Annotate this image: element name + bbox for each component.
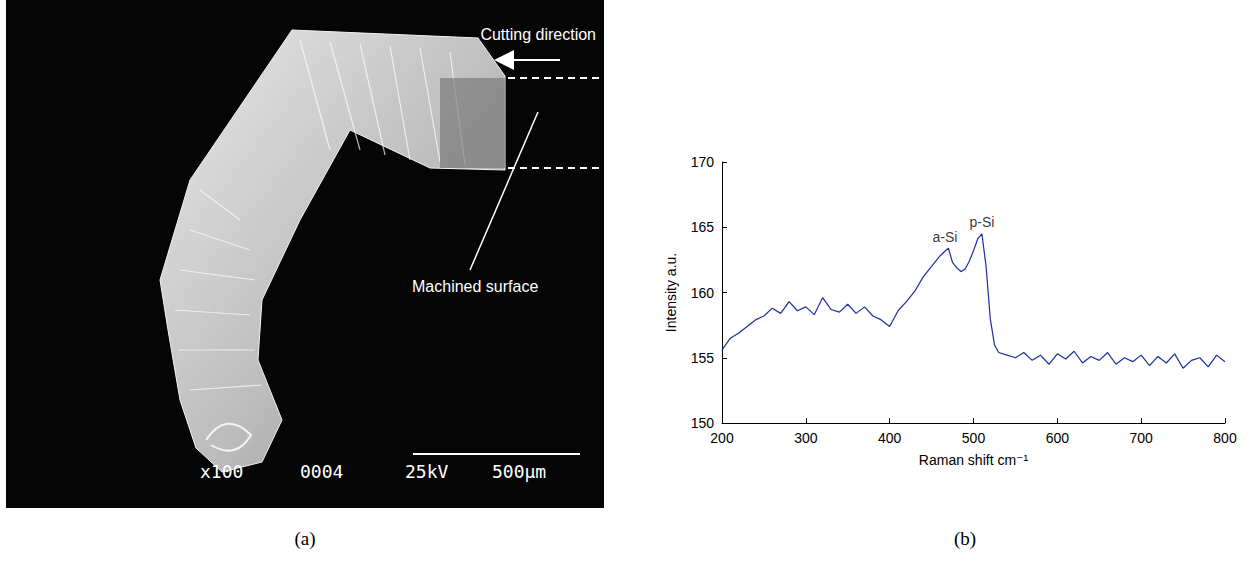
svg-text:600: 600 — [1046, 430, 1070, 446]
svg-text:x100: x100 — [200, 461, 243, 482]
svg-text:0004: 0004 — [300, 461, 343, 482]
svg-text:a-Si: a-Si — [933, 229, 958, 245]
svg-text:400: 400 — [878, 430, 902, 446]
svg-text:Raman shift cm⁻¹: Raman shift cm⁻¹ — [919, 452, 1029, 468]
svg-text:500: 500 — [962, 430, 986, 446]
html-text:(b): (b) — [953, 528, 977, 549]
svg-text:160: 160 — [691, 285, 715, 301]
svg-text:p-Si: p-Si — [969, 214, 994, 230]
svg-text:800: 800 — [1213, 430, 1237, 446]
svg-text:300: 300 — [794, 430, 818, 446]
html-text:(a): (a) — [294, 528, 316, 549]
svg-text:155: 155 — [691, 350, 715, 366]
svg-text:700: 700 — [1129, 430, 1153, 446]
svg-text:165: 165 — [691, 219, 715, 235]
svg-text:Machined surface: Machined surface — [412, 278, 538, 295]
svg-text:Cutting direction: Cutting direction — [480, 26, 596, 43]
svg-text:25kV: 25kV — [405, 461, 449, 482]
svg-text:200: 200 — [710, 430, 734, 446]
svg-text:170: 170 — [691, 154, 715, 170]
svg-text:500μm: 500μm — [492, 461, 546, 482]
svg-text:150: 150 — [691, 415, 715, 431]
svg-text:Intensity a.u.: Intensity a.u. — [663, 253, 679, 332]
